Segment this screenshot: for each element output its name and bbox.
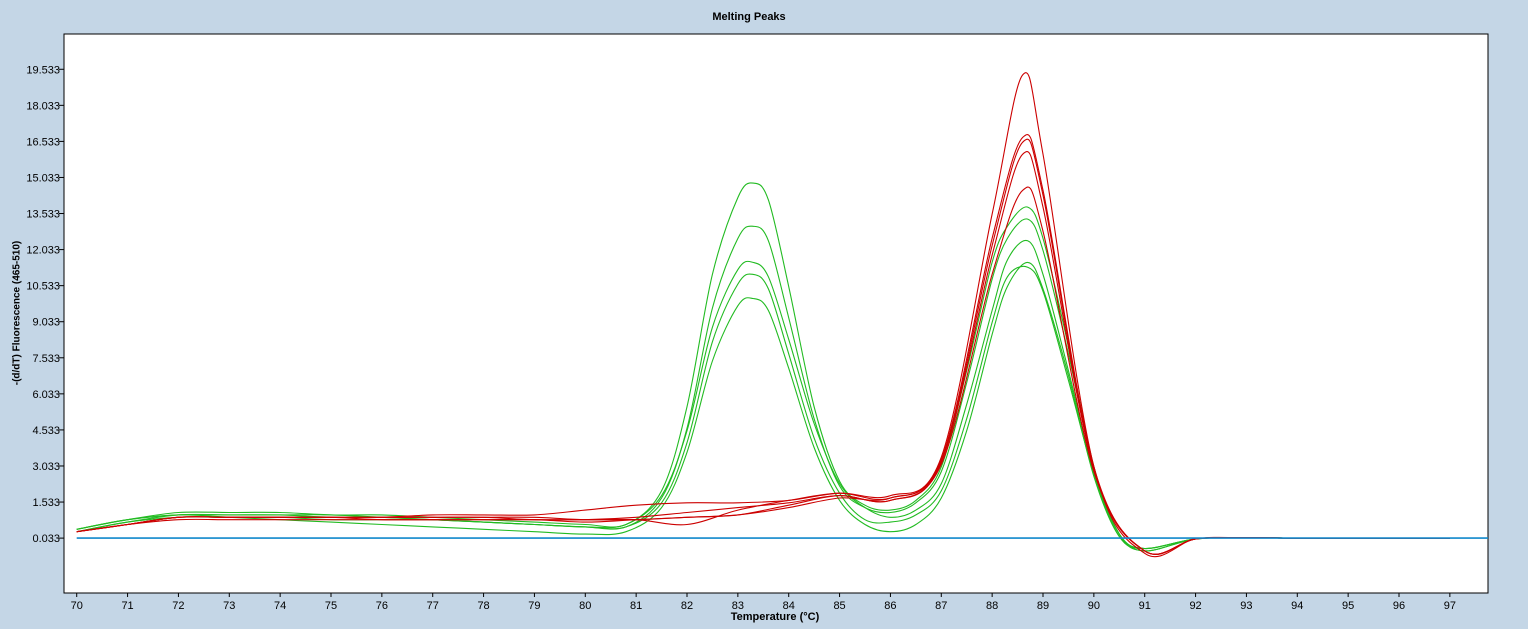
x-tick-label: 94 — [1291, 600, 1303, 612]
series-line-green-9 — [76, 261, 1450, 550]
series-layer — [76, 72, 1488, 558]
x-tick-label: 76 — [376, 600, 388, 612]
y-tick-label: 3.033 — [32, 461, 60, 473]
y-tick-label: 19.533 — [26, 64, 60, 76]
x-tick-label: 85 — [833, 600, 845, 612]
y-tick-label: 4.533 — [32, 425, 60, 437]
y-tick-label: 1.533 — [32, 497, 60, 509]
x-tick-label: 74 — [274, 600, 286, 612]
chart-title: Melting Peaks — [712, 11, 786, 23]
y-tick-label: 13.533 — [26, 209, 60, 221]
x-tick-label: 90 — [1088, 600, 1100, 612]
y-tick-label: 12.033 — [26, 245, 60, 257]
x-tick-label: 96 — [1393, 600, 1405, 612]
y-tick-label: 18.033 — [26, 100, 60, 112]
y-tick-label: 6.033 — [32, 389, 60, 401]
x-axis-label: Temperature (°C) — [730, 611, 820, 623]
x-tick-label: 70 — [71, 600, 83, 612]
y-tick-label: 15.033 — [26, 172, 60, 184]
x-tick-label: 92 — [1189, 600, 1201, 612]
x-tick-label: 75 — [325, 600, 337, 612]
x-tick-label: 73 — [223, 600, 235, 612]
x-tick-label: 84 — [783, 600, 795, 612]
x-tick-label: 91 — [1139, 600, 1151, 612]
series-line-red-4 — [76, 151, 1450, 555]
y-tick-label: 16.533 — [26, 136, 60, 148]
x-tick-label: 82 — [681, 600, 693, 612]
x-tick-label: 86 — [884, 600, 896, 612]
y-tick-label: 0.033 — [32, 533, 60, 545]
y-tick-label: 10.533 — [26, 281, 60, 293]
plot-area — [63, 33, 1489, 594]
x-tick-label: 89 — [1037, 600, 1049, 612]
x-tick-label: 83 — [732, 600, 744, 612]
x-tick-label: 97 — [1444, 600, 1456, 612]
y-tick-label: 9.033 — [32, 317, 60, 329]
x-tick-label: 81 — [630, 600, 642, 612]
x-tick-label: 71 — [121, 600, 133, 612]
y-axis-ticks: 0.033 1.533 3.033 4.533 6.033 7.533 9.033 10.53… — [26, 64, 64, 545]
x-tick-label: 77 — [427, 600, 439, 612]
x-tick-label: 88 — [986, 600, 998, 612]
x-tick-label: 95 — [1342, 600, 1354, 612]
x-tick-label: 80 — [579, 600, 591, 612]
x-tick-label: 87 — [935, 600, 947, 612]
x-axis-ticks: 70 71 72 73 74 75 76 77 78 79 80 81 82 83 84 85 86 87 88 89… — [71, 593, 1456, 612]
x-tick-label: 78 — [477, 600, 489, 612]
y-tick-label: 7.533 — [32, 353, 60, 365]
x-tick-label: 72 — [172, 600, 184, 612]
x-tick-label: 93 — [1240, 600, 1252, 612]
x-tick-label: 79 — [528, 600, 540, 612]
